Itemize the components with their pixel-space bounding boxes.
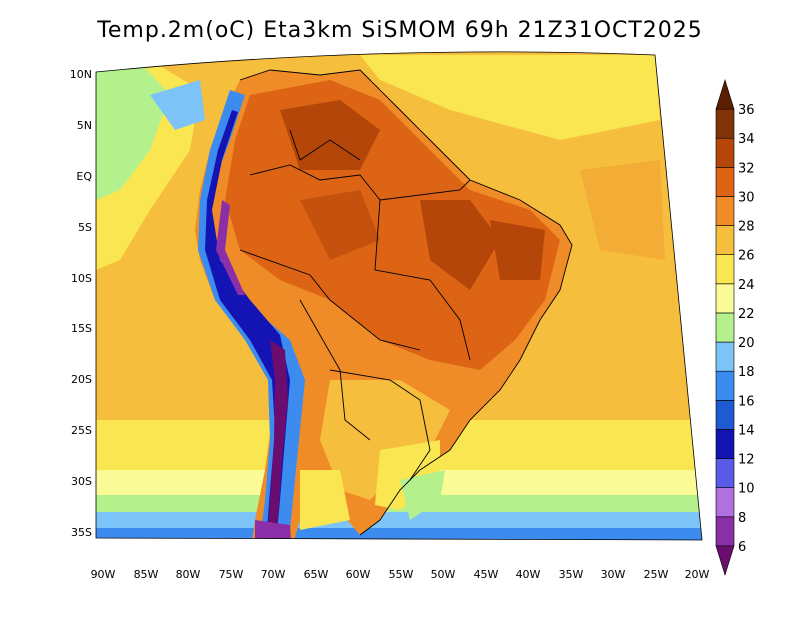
- colorbar-label: 16: [738, 394, 755, 409]
- colorbar-label: 10: [738, 482, 755, 497]
- lon-tick-label: 70W: [261, 568, 286, 581]
- lon-tick-label: 50W: [431, 568, 456, 581]
- lon-tick-label: 25W: [644, 568, 669, 581]
- colorbar: 6 8 10 12 14 16 18 20 22 24 26 28 30 32 34 36: [715, 78, 755, 577]
- colorbar-label: 22: [738, 307, 755, 322]
- lat-tick-label: 10S: [71, 272, 92, 285]
- colorbar-swatch: [715, 516, 735, 547]
- colorbar-swatch: [715, 283, 735, 314]
- colorbar-label: 8: [738, 511, 746, 526]
- lon-tick-label: 75W: [219, 568, 244, 581]
- colorbar-swatch: [715, 545, 735, 577]
- lat-axis: 10N 5N EQ 5S 10S 15S 20S 25S 30S 35S: [70, 68, 93, 539]
- colorbar-swatch: [715, 312, 735, 343]
- colorbar-label: 24: [738, 278, 755, 293]
- colorbar-label: 14: [738, 423, 755, 438]
- lat-tick-label: 25S: [71, 424, 92, 437]
- lon-tick-label: 35W: [559, 568, 584, 581]
- colorbar-label: 12: [738, 453, 755, 468]
- map-title: Temp.2m(oC) Eta3km SiSMOM 69h 21Z31OCT20…: [97, 18, 703, 43]
- lon-tick-label: 90W: [91, 568, 116, 581]
- colorbar-swatch: [715, 399, 735, 430]
- colorbar-swatch: [715, 167, 735, 197]
- lat-tick-label: 10N: [70, 68, 92, 81]
- colorbar-swatch: [715, 78, 735, 110]
- colorbar-label: 18: [738, 365, 755, 380]
- colorbar-swatch: [715, 196, 735, 226]
- lat-tick-label: 5S: [78, 221, 92, 234]
- lat-tick-label: 15S: [71, 322, 92, 335]
- lon-tick-label: 65W: [304, 568, 329, 581]
- colorbar-swatch: [715, 429, 735, 459]
- colorbar-label: 30: [738, 190, 755, 205]
- colorbar-swatch: [715, 341, 735, 372]
- colorbar-swatch: [715, 370, 735, 401]
- colorbar-label: 36: [738, 103, 755, 118]
- colorbar-swatch: [715, 137, 735, 168]
- lat-tick-label: 20S: [71, 373, 92, 386]
- lon-tick-label: 40W: [516, 568, 541, 581]
- lon-tick-label: 80W: [176, 568, 201, 581]
- lon-axis: 90W 85W 80W 75W 70W 65W 60W 55W 50W 45W …: [91, 568, 710, 581]
- lon-tick-label: 85W: [134, 568, 159, 581]
- lon-tick-label: 30W: [601, 568, 626, 581]
- plot-frame: [95, 51, 703, 541]
- lon-tick-label: 60W: [346, 568, 371, 581]
- lon-tick-label: 45W: [474, 568, 499, 581]
- lon-tick-label: 55W: [389, 568, 414, 581]
- lat-tick-label: 35S: [71, 526, 92, 539]
- colorbar-swatch: [715, 487, 735, 518]
- colorbar-label: 6: [738, 540, 746, 555]
- lon-tick-label: 20W: [685, 568, 710, 581]
- colorbar-swatch: [715, 254, 735, 285]
- colorbar-label: 34: [738, 132, 755, 147]
- country-borders: [239, 69, 573, 536]
- colorbar-label: 20: [738, 336, 755, 351]
- lat-tick-label: EQ: [76, 170, 92, 183]
- colorbar-swatch: [715, 108, 735, 139]
- colorbar-label: 32: [738, 161, 755, 176]
- temperature-field: [96, 51, 702, 541]
- colorbar-swatch: [715, 225, 735, 256]
- lat-tick-label: 30S: [71, 475, 92, 488]
- colorbar-swatch: [715, 458, 735, 488]
- colorbar-label: 26: [738, 249, 755, 264]
- lat-tick-label: 5N: [77, 119, 92, 132]
- colorbar-label: 28: [738, 220, 755, 235]
